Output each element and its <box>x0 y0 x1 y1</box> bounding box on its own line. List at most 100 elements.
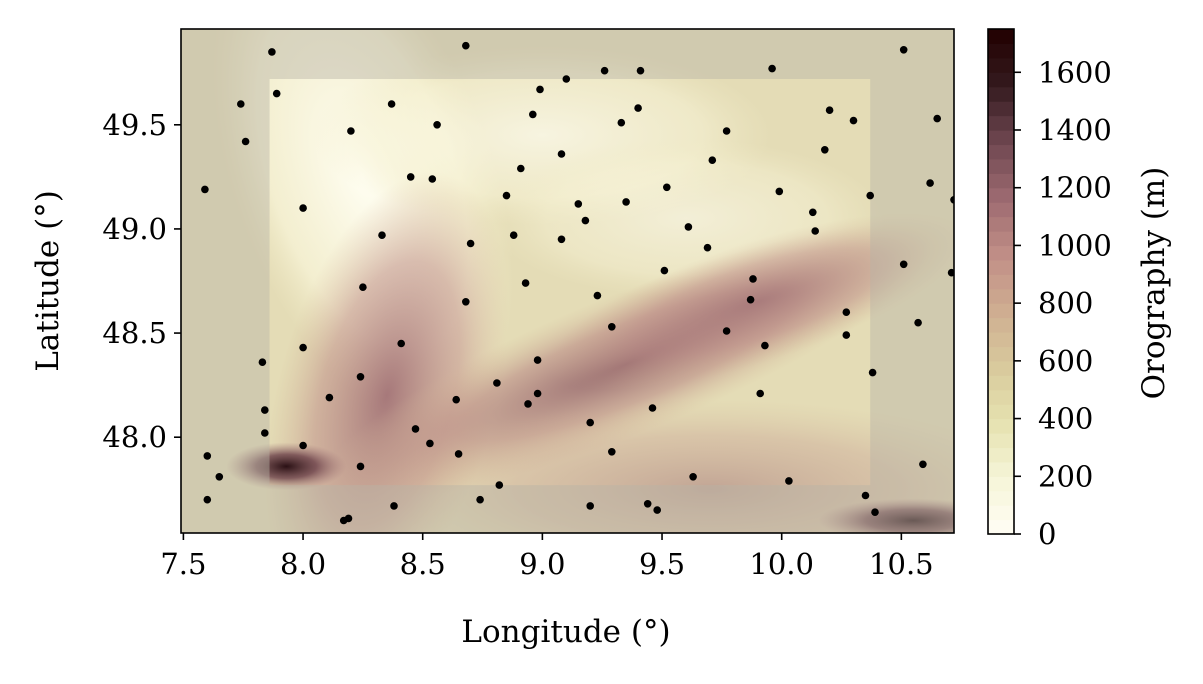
station-point <box>811 227 819 235</box>
colorbar-tick-label: 400 <box>1038 402 1093 436</box>
colorbar-band <box>988 404 1014 420</box>
colorbar-band <box>988 231 1014 247</box>
station-points <box>201 41 954 525</box>
station-point <box>899 260 908 269</box>
station-point <box>749 275 757 283</box>
colorbar-tick-label: 800 <box>1038 286 1093 320</box>
station-point <box>663 183 671 192</box>
station-point <box>529 110 537 119</box>
station-point <box>536 85 544 94</box>
station-point <box>562 75 571 83</box>
station-point <box>868 368 877 377</box>
station-point <box>261 406 269 414</box>
colorbar-bands <box>988 29 1014 535</box>
station-point <box>356 373 365 381</box>
station-point <box>775 187 784 196</box>
station-point <box>933 114 941 123</box>
station-point <box>608 323 616 331</box>
plot-frame <box>180 28 955 534</box>
station-point <box>502 191 511 200</box>
colorbar-band <box>988 202 1014 218</box>
colorbar-band <box>988 57 1014 73</box>
station-point <box>261 429 269 437</box>
station-point <box>708 156 717 164</box>
station-point <box>509 231 518 239</box>
station-point <box>756 389 764 398</box>
colorbar-band <box>988 346 1014 362</box>
station-point <box>608 448 616 456</box>
station-point <box>622 198 630 206</box>
colorbar-band <box>988 43 1014 59</box>
station-point <box>533 389 542 398</box>
colorbar-band <box>988 29 1014 45</box>
colorbar-frame <box>987 28 1015 535</box>
station-point <box>203 495 212 504</box>
colorbar-tick-label: 1600 <box>1038 55 1112 89</box>
station-point <box>636 66 645 75</box>
station-point <box>411 425 420 433</box>
station-point <box>899 46 908 54</box>
y-tick-label: 49.0 <box>102 212 167 246</box>
orography-map <box>181 29 954 533</box>
y-axis-label: Latitude (°) <box>30 190 66 372</box>
x-tick-label: 10.0 <box>749 547 814 581</box>
colorbar-band <box>988 389 1014 405</box>
station-point <box>660 266 669 275</box>
colorbar-label: Orography (m) <box>1136 167 1172 400</box>
station-point <box>495 481 504 489</box>
station-point <box>299 441 307 450</box>
station-point <box>533 356 542 364</box>
station-point <box>524 400 532 408</box>
colorbar-tick-label: 1400 <box>1038 113 1112 147</box>
colorbar-tick-label: 0 <box>1038 517 1056 551</box>
station-point <box>299 343 307 352</box>
station-point <box>325 393 334 402</box>
x-tick-label: 9.0 <box>519 547 565 581</box>
station-point <box>689 473 697 481</box>
station-point <box>344 514 353 523</box>
station-point <box>634 104 642 112</box>
station-point <box>643 500 652 508</box>
colorbar-band <box>988 130 1014 146</box>
station-point <box>397 339 406 348</box>
station-point <box>586 418 594 427</box>
station-point <box>722 127 731 135</box>
station-point <box>356 462 365 471</box>
colorbar-band <box>988 288 1014 304</box>
station-point <box>648 404 657 412</box>
station-point <box>557 235 566 244</box>
colorbar-band <box>988 519 1014 535</box>
station-point <box>586 502 594 510</box>
station-point <box>378 231 386 239</box>
colorbar-band <box>988 144 1014 160</box>
station-point <box>722 327 731 335</box>
colorbar-band <box>988 115 1014 131</box>
station-point <box>201 185 209 194</box>
station-point <box>428 175 437 183</box>
station-point <box>476 495 484 504</box>
x-axis: 7.5 8.0 8.5 9.0 9.5 10.0 10.5 <box>160 533 934 581</box>
station-point <box>761 341 769 350</box>
colorbar-band <box>988 173 1014 189</box>
station-point <box>785 477 793 485</box>
station-point <box>653 506 661 514</box>
colorbar-band <box>988 245 1014 261</box>
colorbar-band <box>988 86 1014 102</box>
y-tick-label: 48.5 <box>102 316 167 350</box>
station-point <box>866 191 874 200</box>
station-point <box>919 460 927 469</box>
colorbar-band <box>988 332 1014 348</box>
colorbar-band <box>988 476 1014 492</box>
station-point <box>581 216 590 225</box>
x-tick-label: 8.0 <box>280 547 326 581</box>
station-point <box>617 118 626 127</box>
colorbar-tick-label: 600 <box>1038 344 1093 378</box>
station-point <box>347 127 355 135</box>
station-point <box>914 318 922 327</box>
colorbar-band <box>988 274 1014 290</box>
station-point <box>825 106 834 114</box>
colorbar-tick-label: 200 <box>1038 459 1093 493</box>
colorbar-ticks: 0 200 400 600 800 1000 1200 1400 1600 <box>1014 55 1112 551</box>
